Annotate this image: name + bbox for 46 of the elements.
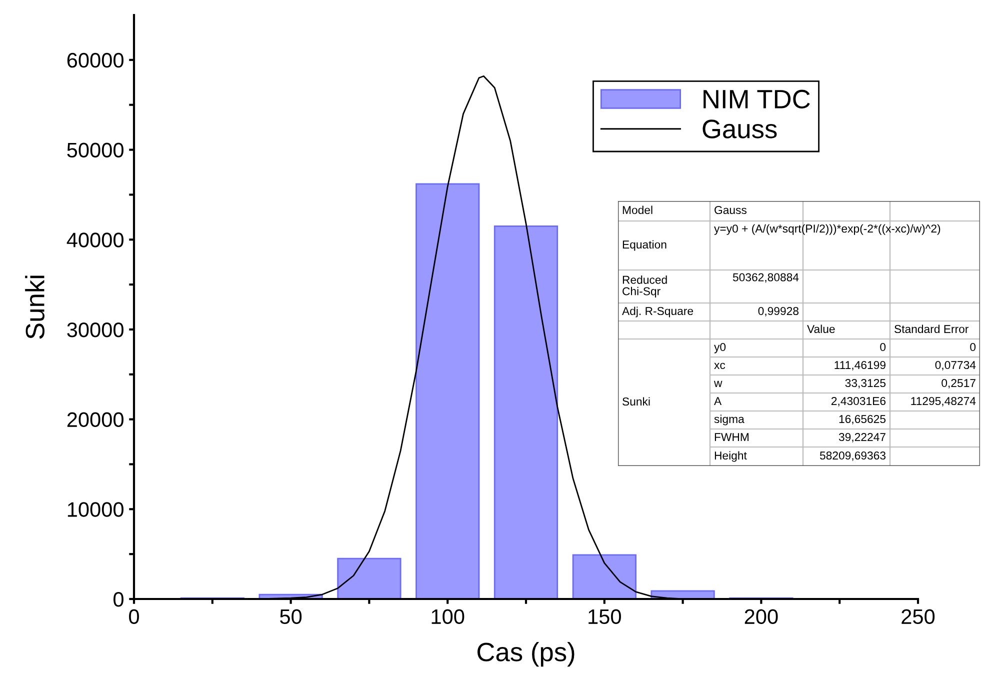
x-axis-title: Cas (ps): [477, 642, 574, 667]
x-tick-label: 50: [280, 609, 302, 624]
annotation: Equation: [622, 240, 666, 251]
y-tick-label: 0: [114, 592, 124, 607]
x-tick-label: 0: [129, 609, 139, 624]
annotation: 39,22247: [838, 432, 886, 442]
annotation: Height: [714, 451, 747, 462]
y-tick-label: 10000: [68, 502, 124, 517]
annotation: y=y0 + (A/(w*sqrt(PI/2)))*exp(-2*((x-xc)/w)^2): [714, 224, 940, 235]
x-tick-label: 150: [588, 609, 621, 624]
annotation: sigma: [714, 414, 744, 426]
y-tick-label: 20000: [67, 412, 124, 428]
annotation: 0,99928: [758, 306, 799, 316]
annotation: xc: [714, 362, 726, 370]
y-tick-label: 50000: [67, 142, 124, 158]
annotation: Model: [622, 206, 652, 214]
x-tick-label: 200: [744, 609, 778, 624]
legend-label: NIM TDC: [704, 90, 810, 108]
annotation: w: [714, 380, 722, 387]
annotation: Adj. R-Square: [622, 306, 694, 318]
annotation: 0: [880, 342, 886, 352]
text: 0: [970, 342, 976, 352]
y-tick-label: 40000: [66, 232, 124, 248]
y-tick-label: 30000: [67, 322, 124, 338]
text: 0,2517: [942, 378, 976, 388]
annotation: Reduced Chi-Sqr: [622, 275, 667, 298]
y-tick-label: 60000: [67, 52, 124, 68]
y-axis-title: Sunki: [25, 276, 44, 339]
annotation: 11295,48274: [911, 396, 976, 406]
annotation: Standard Error: [894, 324, 969, 334]
x-tick-label: 250: [902, 609, 935, 624]
annotation: Value: [807, 324, 835, 334]
annotation: y0: [714, 342, 726, 354]
text: 0,07734: [935, 360, 976, 370]
annotation: Sunki: [622, 397, 650, 406]
annotation: 2,43031E6: [831, 396, 886, 406]
annotation: FWHM: [714, 433, 748, 441]
annotation: A: [714, 397, 722, 405]
annotation: 50362,80884: [732, 273, 799, 283]
annotation: 33,3125: [845, 378, 886, 388]
annotation: 111,46199: [834, 360, 886, 370]
x-tick-label: 100: [432, 609, 464, 624]
annotation: Gauss: [714, 206, 747, 214]
annotation: 58209,69363: [820, 451, 886, 461]
legend-label: Gauss: [702, 120, 777, 138]
annotation: 16,65625: [839, 414, 886, 424]
